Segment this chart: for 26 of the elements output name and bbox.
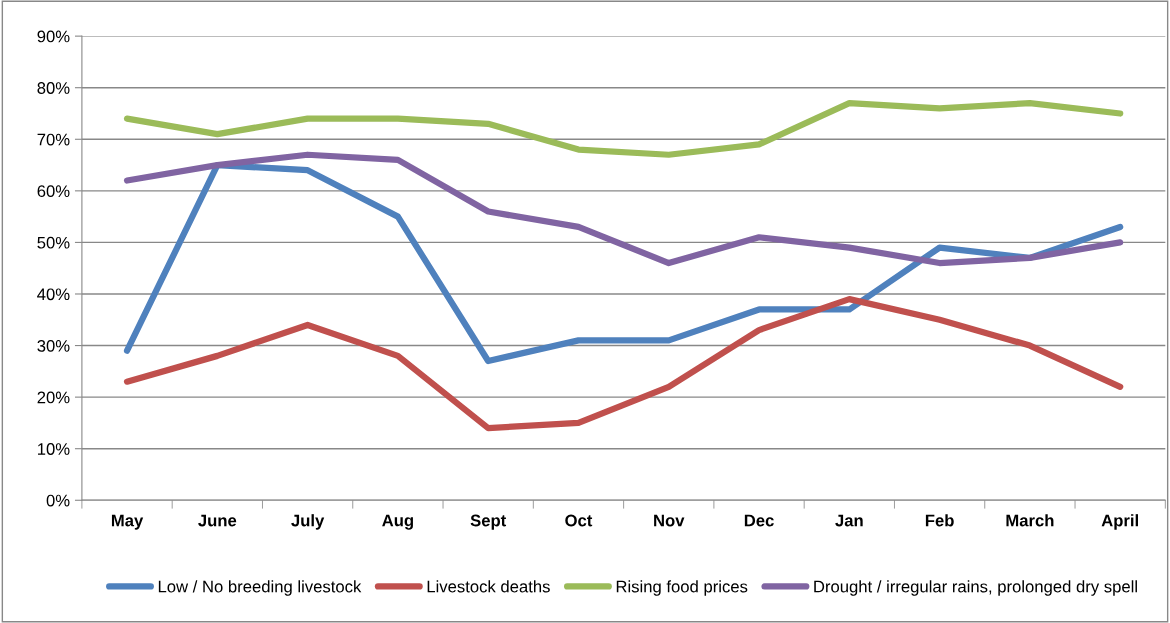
y-tick-label: 60% [37,185,70,198]
x-tick-label: March [1006,514,1054,527]
x-tick-label: Oct [565,514,593,527]
x-tick-label: Feb [925,514,954,527]
y-tick-label: 0% [46,494,70,507]
y-tick-label: 10% [38,443,70,455]
x-tick-label: Aug [382,514,413,530]
legend-label: Drought / irregular rains, prolonged dry spell [814,580,1137,596]
legend-label: Livestock deaths [427,580,550,593]
legend-label: Rising food prices [616,580,748,596]
y-tick-label: 70% [37,133,70,146]
x-tick-label: May [111,514,144,530]
x-tick-label: June [198,514,237,527]
x-tick-label: April [1101,514,1138,530]
y-tick-label: 90% [37,30,70,43]
y-tick-label: 50% [37,236,70,249]
x-tick-label: Dec [744,514,774,527]
x-tick-label: Sept [470,514,507,530]
y-tick-label: 20% [37,391,70,404]
x-tick-label: July [291,514,325,530]
y-tick-label: 40% [37,288,70,301]
x-tick-label: Jan [835,514,863,527]
x-tick-label: Nov [654,514,685,527]
legend-label: Low / No breeding livestock [158,580,362,596]
y-tick-label: 30% [37,339,70,352]
y-tick-label: 80% [37,82,70,94]
